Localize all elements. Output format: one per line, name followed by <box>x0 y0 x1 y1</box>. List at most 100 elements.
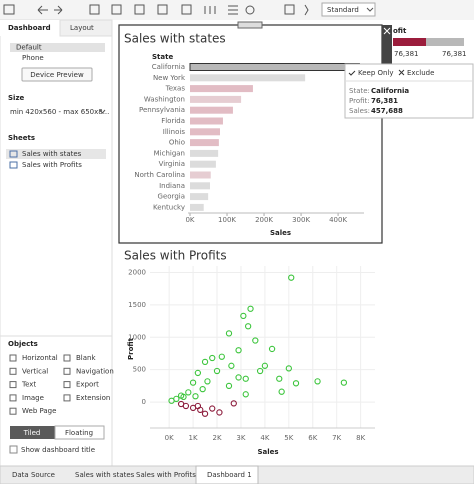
point[interactable] <box>242 375 249 382</box>
close-icon[interactable] <box>383 27 391 35</box>
point[interactable] <box>204 378 211 385</box>
tooltip-action[interactable]: Exclude <box>407 69 434 77</box>
floating-button[interactable] <box>54 425 105 440</box>
object[interactable]: Horizontal <box>22 354 58 362</box>
bar[interactable] <box>190 149 219 157</box>
device[interactable]: Phone <box>22 54 44 62</box>
bar[interactable] <box>190 106 233 114</box>
tooltip-action[interactable]: Keep Only <box>358 69 394 77</box>
y-tick-label: Illinois <box>163 128 186 136</box>
view-dropdown[interactable] <box>321 2 376 17</box>
sheet-tab[interactable]: Sales with states <box>75 471 135 479</box>
sheet-tab[interactable]: Dashboard 1 <box>207 471 252 479</box>
point[interactable] <box>244 323 252 330</box>
bar[interactable] <box>190 74 306 82</box>
point[interactable] <box>209 354 216 362</box>
point[interactable] <box>199 385 206 393</box>
point[interactable] <box>247 305 254 312</box>
device[interactable]: Default <box>16 44 42 52</box>
point[interactable] <box>177 400 185 408</box>
object[interactable]: Export <box>76 381 99 389</box>
tab-dashboard[interactable] <box>0 20 60 36</box>
tooltip-key: State: <box>349 87 370 95</box>
point[interactable] <box>235 374 242 381</box>
chart-title: Sales with states <box>124 32 226 46</box>
object[interactable]: Web Page <box>22 407 56 415</box>
section-title: Size <box>8 94 25 102</box>
bar[interactable] <box>189 63 360 71</box>
point[interactable] <box>168 397 175 404</box>
point[interactable] <box>180 393 187 401</box>
sheet[interactable]: Sales with Profits <box>22 161 82 169</box>
check-icon <box>348 70 356 76</box>
point[interactable] <box>256 367 264 375</box>
point[interactable] <box>185 389 192 396</box>
point[interactable] <box>288 274 295 281</box>
object[interactable]: Blank <box>76 354 96 362</box>
bar[interactable] <box>190 203 204 211</box>
point[interactable] <box>213 367 221 375</box>
point[interactable] <box>285 365 292 372</box>
point[interactable] <box>340 379 348 386</box>
button-label: Floating <box>65 429 93 437</box>
bar[interactable] <box>190 171 211 179</box>
object[interactable]: Vertical <box>22 367 48 375</box>
sheet[interactable]: Sales with states <box>22 150 82 158</box>
point[interactable] <box>201 358 209 366</box>
size-value[interactable]: min 420x560 - max 650x8... <box>10 108 109 116</box>
point[interactable] <box>235 347 242 354</box>
point[interactable] <box>225 330 233 337</box>
section-title: Sheets <box>8 134 35 142</box>
point[interactable] <box>242 391 249 398</box>
point[interactable] <box>292 380 300 387</box>
point[interactable] <box>225 382 233 390</box>
point[interactable] <box>194 369 202 377</box>
bar-chart-frame[interactable] <box>118 24 383 244</box>
bar[interactable] <box>190 85 253 93</box>
tab-layout[interactable] <box>59 19 113 37</box>
point[interactable] <box>228 362 235 369</box>
point[interactable] <box>252 337 259 344</box>
point[interactable] <box>240 312 247 320</box>
object[interactable]: Navigation <box>76 367 114 375</box>
bar[interactable] <box>190 182 210 190</box>
device-preview-button[interactable] <box>21 67 93 82</box>
object[interactable]: Image <box>22 394 44 402</box>
point[interactable] <box>230 400 237 407</box>
point[interactable] <box>218 353 225 360</box>
point[interactable] <box>314 378 321 385</box>
sheet-tab[interactable]: Sales with Profits <box>136 471 196 479</box>
bar[interactable] <box>190 160 216 168</box>
point[interactable] <box>261 362 269 369</box>
sheet-tab[interactable]: Data Source <box>12 471 55 479</box>
drag-handle[interactable] <box>237 21 263 29</box>
point[interactable] <box>278 388 285 395</box>
bar[interactable] <box>190 95 242 103</box>
point[interactable] <box>276 375 283 382</box>
point[interactable] <box>216 409 223 416</box>
object[interactable]: Text <box>21 381 36 389</box>
bar[interactable] <box>190 139 219 147</box>
float-controls[interactable] <box>382 25 392 69</box>
active-tab[interactable] <box>195 465 259 484</box>
object[interactable]: Extension <box>76 394 110 402</box>
point[interactable] <box>194 402 202 410</box>
point[interactable] <box>201 410 209 417</box>
tooltip <box>344 63 474 119</box>
y-tick-label: Florida <box>161 117 185 125</box>
bar[interactable] <box>190 117 223 125</box>
bar[interactable] <box>190 193 209 201</box>
y-tick-label: 1000 <box>128 333 146 341</box>
checkbox[interactable] <box>9 445 18 454</box>
x-tick-label: 200K <box>255 216 273 224</box>
point[interactable] <box>209 405 216 412</box>
tiled-button[interactable] <box>10 426 55 439</box>
bar[interactable] <box>190 128 220 136</box>
point[interactable] <box>192 393 199 400</box>
point[interactable] <box>189 379 197 386</box>
point[interactable] <box>268 345 276 353</box>
device-selected[interactable] <box>10 43 105 52</box>
object-icon <box>9 407 17 415</box>
y-tick-label: North Carolina <box>134 171 185 179</box>
